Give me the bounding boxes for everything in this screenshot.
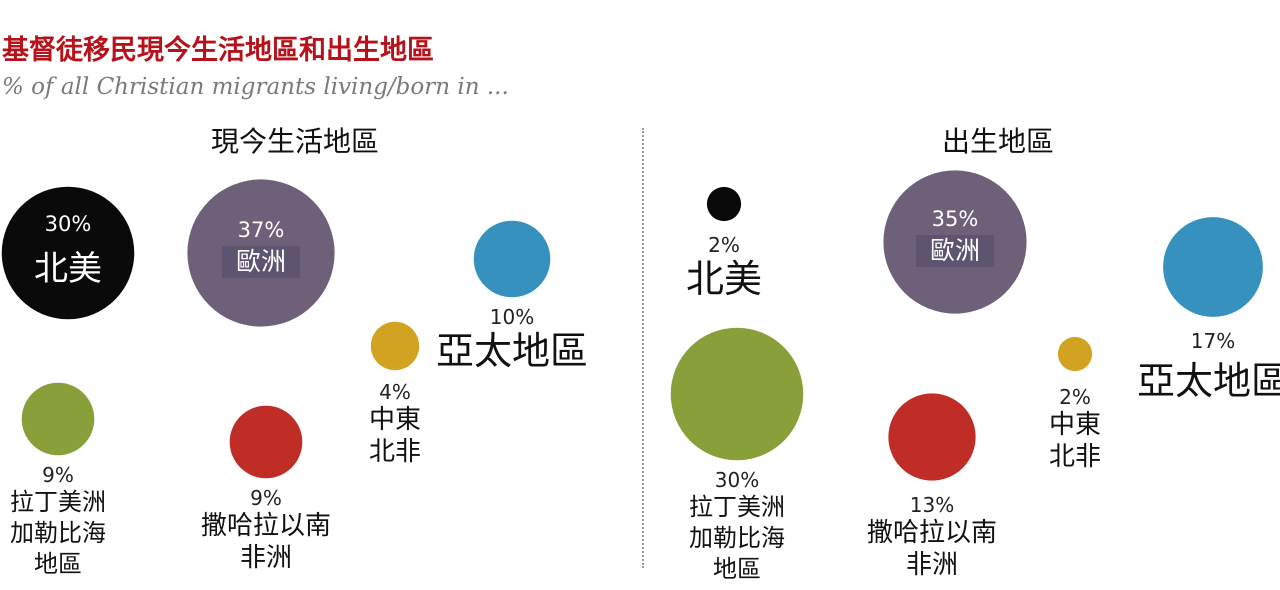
bubble-label-name: 拉丁美洲 加勒比海 地區 — [689, 492, 785, 585]
bubble-label-name-line: 地區 — [713, 555, 761, 584]
bubble-living-4 — [21, 382, 95, 456]
bubble-label-name-line: 加勒比海 — [689, 524, 785, 553]
bubble-label-name-line: 非洲 — [905, 549, 959, 580]
bubble-label-name: 中東 北非 — [369, 404, 421, 468]
bubble-living-3 — [370, 321, 420, 371]
chart-subtitle: % of all Christian migrants living/born … — [2, 74, 509, 100]
bubble-label-pct: 4% — [379, 380, 411, 405]
bubble-living-2 — [473, 220, 551, 298]
chart-title: 基督徒移民現今生活地區和出生地區 — [2, 35, 434, 66]
bubble-living-5 — [229, 405, 303, 479]
bubble-label-name-line: 亞太地區 — [1136, 358, 1280, 403]
bubble-born-5 — [888, 393, 976, 481]
bubble-label-pct: 37% — [237, 218, 285, 242]
bubble-label-name-line: 拉丁美洲 — [689, 493, 785, 522]
bubble-label-name-line: 中東 — [368, 405, 422, 436]
bubble-label-name-line: 北非 — [368, 437, 422, 468]
panel-divider — [642, 128, 644, 568]
bubble-label-name: 中東 北非 — [1049, 409, 1101, 473]
bubble-label-name-line: 地區 — [34, 550, 82, 579]
bubble-label-pct: 35% — [931, 207, 979, 231]
bubble-born-0 — [706, 186, 742, 222]
bubble-living-0 — [1, 186, 135, 320]
bubble-born-3 — [1057, 336, 1093, 372]
bubble-label-name: 北美 — [686, 257, 762, 301]
bubble-label-pct: 13% — [909, 492, 955, 517]
bubble-label-name-line: 撒哈拉以南 — [200, 511, 332, 542]
bubble-label-pct: 2% — [1059, 385, 1091, 410]
bubble-label-name-line: 亞太地區 — [435, 329, 589, 374]
bubble-label-name: 北美 — [34, 249, 102, 289]
bubble-label-name-line: 撒哈拉以南 — [866, 517, 998, 548]
bubble-label-name-line: 北非 — [1048, 442, 1102, 473]
bubble-label-pct: 10% — [489, 305, 535, 330]
bubble-label-name-line: 中東 — [1048, 410, 1102, 441]
bubble-label-name: 亞太地區 — [1137, 359, 1280, 403]
bubble-label-pct: 17% — [1190, 328, 1236, 353]
bubble-label-name: 亞太地區 — [436, 329, 588, 373]
bubble-label-pct: 30% — [44, 212, 92, 236]
panel-title-born: 出生地區 — [941, 125, 1055, 158]
bubble-label-pct: 9% — [250, 486, 282, 511]
bubble-label-pct: 2% — [708, 233, 740, 258]
bubble-born-2 — [1163, 217, 1263, 317]
bubble-label-name: 撒哈拉以南 非洲 — [867, 517, 997, 581]
bubble-label-pct: 30% — [714, 468, 760, 493]
bubble-label-name-line: 拉丁美洲 — [10, 488, 106, 517]
bubble-label-name: 撒哈拉以南 非洲 — [201, 510, 331, 574]
bubble-label-name: 歐洲 — [221, 246, 301, 278]
bubble-label-name-line: 加勒比海 — [10, 519, 106, 548]
bubble-label-name-line: 北美 — [685, 257, 763, 302]
bubble-label-name: 拉丁美洲 加勒比海 地區 — [10, 487, 106, 580]
bubble-label-name-line: 非洲 — [239, 543, 293, 574]
bubble-born-4 — [670, 327, 804, 461]
bubble-label-pct: 9% — [42, 463, 74, 488]
panel-title-living: 現今生活地區 — [210, 125, 380, 158]
bubble-label-name: 歐洲 — [915, 235, 995, 267]
